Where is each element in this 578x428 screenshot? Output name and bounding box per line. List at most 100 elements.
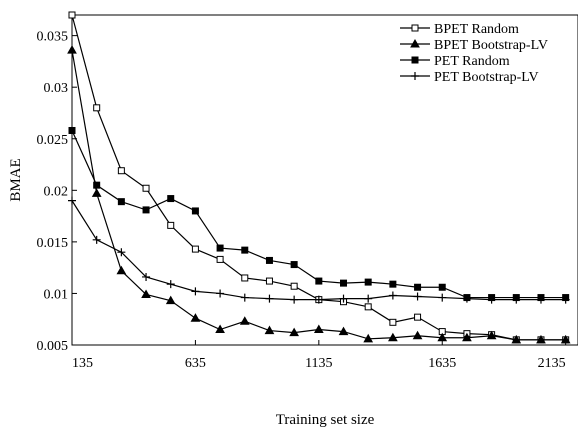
data-point-pet-bootstrap-lv	[216, 289, 225, 298]
data-point-bpet-bootstrap-lv	[313, 324, 324, 334]
data-point-pet-random	[68, 127, 76, 134]
data-point-pet-bootstrap-lv	[265, 294, 274, 303]
data-point-pet-bootstrap-lv	[191, 287, 200, 296]
y-tick-label: 0.01	[44, 287, 69, 302]
data-point-pet-bootstrap-lv	[512, 295, 521, 304]
y-tick-label: 0.02	[44, 184, 69, 199]
data-point-bpet-random	[265, 277, 273, 285]
data-point-bpet-random	[216, 255, 224, 263]
data-point-bpet-bootstrap-lv	[264, 325, 275, 335]
data-point-bpet-random	[142, 184, 150, 192]
data-point-bpet-random	[93, 104, 101, 112]
data-point-pet-bootstrap-lv	[339, 294, 348, 303]
data-point-bpet-bootstrap-lv	[190, 313, 201, 322]
legend-marker-pet-random	[411, 56, 419, 64]
data-point-pet-random	[216, 244, 224, 252]
data-point-bpet-bootstrap-lv	[67, 45, 77, 54]
data-point-pet-bootstrap-lv	[92, 235, 101, 244]
data-point-pet-bootstrap-lv	[388, 291, 397, 300]
data-point-pet-bootstrap-lv	[536, 295, 545, 304]
data-point-pet-random	[167, 195, 175, 203]
data-point-pet-random	[364, 278, 372, 286]
y-tick-label: 0.005	[37, 339, 69, 354]
y-axis-title: BMAE	[8, 158, 24, 201]
data-point-bpet-bootstrap-lv	[141, 289, 151, 298]
data-point-pet-bootstrap-lv	[487, 295, 496, 304]
series-line-pet-random	[71, 130, 566, 299]
data-point-bpet-bootstrap-lv	[239, 316, 250, 325]
data-point-bpet-bootstrap-lv	[215, 324, 225, 334]
y-tick-label: 0.03	[44, 81, 69, 96]
data-point-bpet-bootstrap-lv	[536, 334, 546, 344]
series-bpet-bootstrap-lv	[67, 45, 571, 344]
data-point-pet-bootstrap-lv	[561, 295, 570, 304]
data-point-bpet-random	[191, 245, 199, 253]
data-point-pet-bootstrap-lv	[240, 293, 249, 302]
data-point-pet-bootstrap-lv	[68, 196, 76, 205]
data-point-pet-bootstrap-lv	[166, 280, 175, 289]
legend-label-bpet-bootstrap-lv: BPET Bootstrap-LV	[434, 38, 548, 53]
data-point-pet-random	[389, 280, 397, 288]
data-point-bpet-random	[290, 282, 298, 290]
data-point-pet-bootstrap-lv	[142, 272, 151, 281]
data-point-pet-bootstrap-lv	[364, 294, 373, 303]
data-point-bpet-random	[117, 167, 125, 175]
data-point-bpet-bootstrap-lv	[363, 333, 374, 343]
x-tick-label: 1135	[305, 356, 332, 371]
data-point-pet-random	[117, 198, 125, 206]
data-point-pet-random	[290, 261, 298, 269]
data-point-bpet-bootstrap-lv	[289, 327, 300, 337]
data-point-pet-random	[414, 283, 422, 291]
data-point-bpet-random	[364, 303, 372, 311]
data-point-bpet-random	[167, 221, 175, 229]
data-point-pet-bootstrap-lv	[413, 292, 422, 301]
data-point-pet-random	[265, 256, 273, 264]
x-tick-label: 2135	[538, 356, 566, 371]
legend-label-pet-random: PET Random	[434, 54, 510, 69]
x-tick-label: 135	[72, 356, 93, 371]
data-point-pet-bootstrap-lv	[462, 294, 471, 303]
legend-marker-bpet-random	[411, 24, 419, 32]
data-point-pet-random	[241, 246, 249, 254]
data-point-pet-random	[142, 206, 150, 214]
data-point-bpet-bootstrap-lv	[91, 188, 102, 197]
data-point-pet-random	[340, 279, 348, 287]
data-point-bpet-bootstrap-lv	[388, 332, 398, 342]
legend-label-bpet-random: BPET Random	[434, 22, 519, 37]
series-pet-bootstrap-lv	[68, 196, 570, 304]
data-point-pet-random	[315, 277, 323, 285]
data-point-pet-bootstrap-lv	[117, 248, 126, 257]
legend-marker-pet-bootstrap-lv	[411, 72, 419, 80]
data-point-bpet-bootstrap-lv	[437, 332, 448, 342]
data-point-bpet-bootstrap-lv	[462, 332, 472, 342]
series-line-pet-bootstrap-lv	[71, 200, 566, 301]
legend-label-pet-bootstrap-lv: PET Bootstrap-LV	[434, 70, 539, 85]
data-point-pet-bootstrap-lv	[314, 295, 323, 304]
y-tick-label: 0.035	[37, 30, 69, 45]
data-point-bpet-random	[241, 274, 249, 282]
x-axis-title: Training set size	[276, 412, 375, 428]
data-point-bpet-random	[389, 318, 397, 326]
y-axis-ticks: 0.005 0.01 0.015 0.02 0.025 0.03 0.035	[37, 30, 77, 354]
data-point-bpet-random	[68, 11, 76, 19]
series-layer	[67, 11, 571, 344]
y-tick-label: 0.015	[37, 236, 69, 251]
data-point-pet-bootstrap-lv	[290, 295, 299, 304]
data-point-bpet-bootstrap-lv	[165, 295, 176, 305]
x-tick-label: 1635	[428, 356, 456, 371]
data-point-bpet-bootstrap-lv	[116, 265, 127, 275]
data-point-pet-random	[191, 207, 199, 215]
data-point-pet-random	[93, 181, 101, 189]
legend-marker-bpet-bootstrap-lv	[410, 38, 420, 48]
data-point-bpet-bootstrap-lv	[560, 334, 571, 344]
data-point-pet-random	[438, 283, 446, 291]
y-tick-label: 0.025	[37, 133, 69, 148]
x-tick-label: 635	[185, 356, 206, 371]
data-point-bpet-bootstrap-lv	[486, 330, 497, 340]
data-point-bpet-random	[414, 313, 422, 321]
data-point-bpet-bootstrap-lv	[338, 326, 349, 336]
data-point-bpet-bootstrap-lv	[412, 330, 423, 340]
data-point-bpet-bootstrap-lv	[511, 334, 522, 344]
